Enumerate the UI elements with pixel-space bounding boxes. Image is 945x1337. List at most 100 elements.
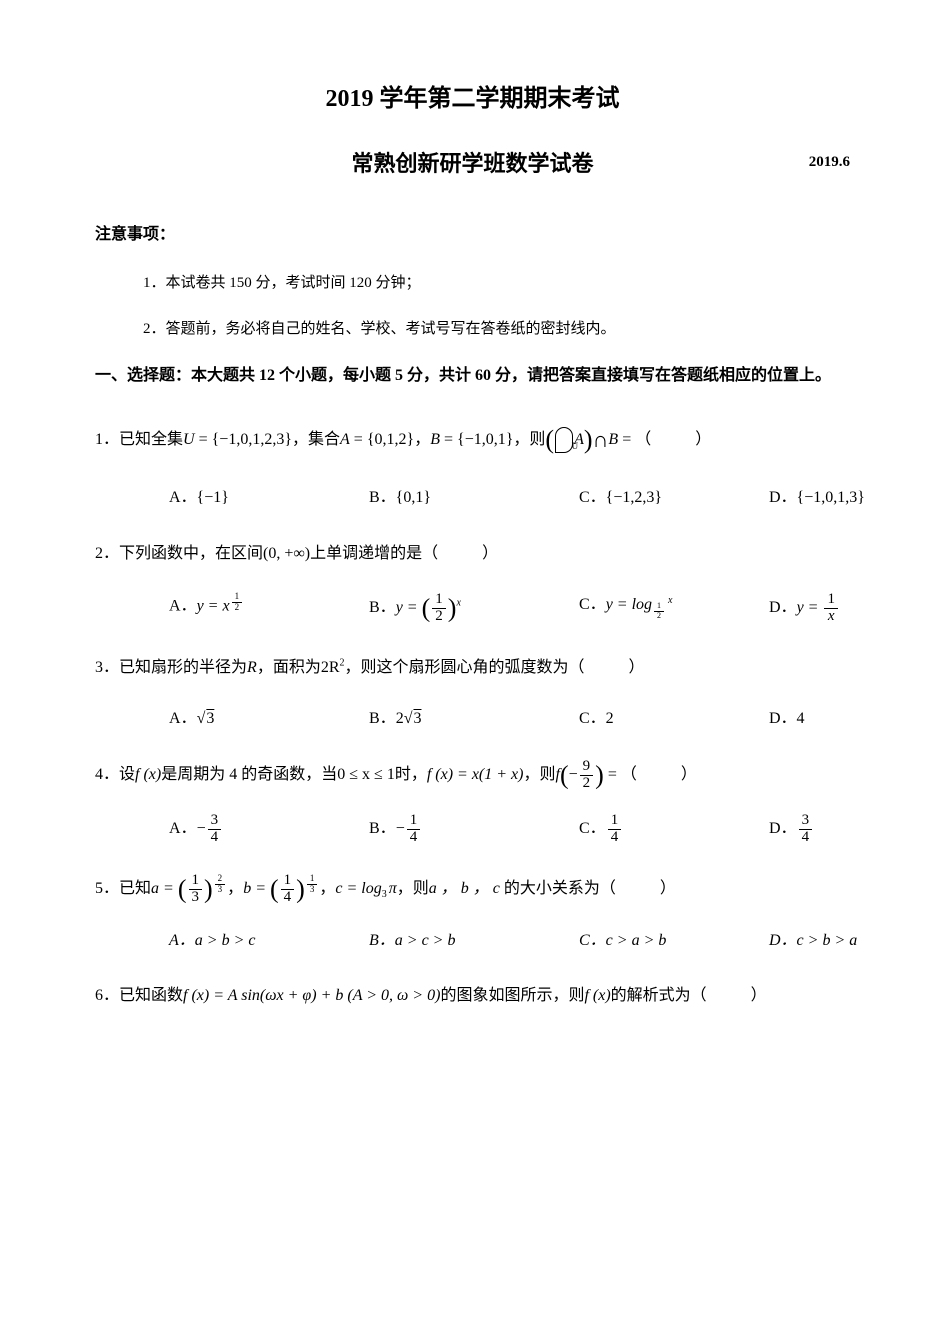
q1-c1: ， bbox=[414, 431, 430, 448]
subtitle-row: 常熟创新研学班数学试卷 2019.6 bbox=[95, 146, 850, 181]
q2b-bd: 2 bbox=[432, 609, 446, 625]
q2d-pre: D． bbox=[769, 599, 797, 616]
q4b-s: − bbox=[396, 820, 405, 837]
q2c-pre: C． bbox=[579, 596, 606, 613]
title-sub: 常熟创新研学班数学试卷 bbox=[95, 146, 850, 181]
q5b-ed: 3 bbox=[307, 885, 318, 894]
q4-an: 9 bbox=[580, 759, 594, 776]
q2d-d: x bbox=[824, 609, 838, 625]
q5-opt-b: B．a > c > b bbox=[369, 928, 579, 954]
q2-opt-a: A．y = x12 bbox=[169, 592, 369, 625]
q5-pre: 已知 bbox=[119, 880, 151, 897]
q2-opt-d: D．y = 1x bbox=[769, 592, 840, 625]
q3-num: 3． bbox=[95, 659, 119, 676]
q4-m1: 是周期为 4 的奇函数，当 bbox=[161, 766, 337, 783]
q4a-d: 4 bbox=[208, 830, 222, 846]
q1-num: 1． bbox=[95, 431, 119, 448]
q3-opt-d: D．4 bbox=[769, 706, 805, 732]
q4-opt-b: B．−14 bbox=[369, 813, 579, 846]
question-4: 4．设f (x)是周期为 4 的奇函数，当0 ≤ x ≤ 1时，f (x) = … bbox=[95, 758, 850, 846]
q5-opt-a: A．a > b > c bbox=[169, 928, 369, 954]
q2-num: 2． bbox=[95, 545, 119, 562]
section-1-header: 一、选择题：本大题共 12 个小题，每小题 5 分，共计 60 分，请把答案直接… bbox=[95, 363, 850, 389]
q3-opt-c: C．2 bbox=[579, 706, 769, 732]
q3b-coef: 2 bbox=[396, 710, 404, 727]
notes-label: 注意事项： bbox=[95, 222, 850, 248]
q4-opt-d: D．34 bbox=[769, 813, 814, 846]
question-5: 5．已知a = (13)23，b = (14)13，c = log3π，则a ，… bbox=[95, 872, 850, 953]
q5-a: a = bbox=[151, 880, 178, 897]
q5-vars: a ， b ， c bbox=[429, 880, 504, 897]
q1-opt-c: C．{−1,2,3} bbox=[579, 485, 769, 511]
q2c-bd: 2 bbox=[654, 612, 664, 620]
q5a-ed: 3 bbox=[215, 885, 226, 894]
q1-mid2: ，则 bbox=[513, 431, 545, 448]
q4-opt-c: C．14 bbox=[579, 813, 769, 846]
q3-stem: 3．已知扇形的半径为R，面积为2R2，则这个扇形圆心角的弧度数为（ ） bbox=[95, 651, 850, 685]
q1-lp: ( bbox=[545, 425, 554, 454]
q3-blank: （ ） bbox=[569, 659, 649, 676]
q3-mid: ，面积为 bbox=[257, 659, 321, 676]
intersection-icon: ∩ bbox=[593, 427, 609, 452]
q2a-exp-n: 1 bbox=[232, 592, 243, 602]
q5c-arg: π bbox=[389, 880, 397, 897]
q2a-y: y = x bbox=[197, 598, 230, 615]
q4c-pre: C． bbox=[579, 820, 606, 837]
q4d-pre: D． bbox=[769, 820, 797, 837]
q2d-y: y = bbox=[797, 599, 823, 616]
q2a-pre: A． bbox=[169, 598, 197, 615]
question-6: 6．已知函数f (x) = A sin(ωx + φ) + b (A > 0, … bbox=[95, 979, 850, 1013]
q6-stem: 6．已知函数f (x) = A sin(ωx + φ) + b (A > 0, … bbox=[95, 979, 850, 1013]
q4a-pre: A． bbox=[169, 820, 197, 837]
q6-pre: 已知函数 bbox=[119, 987, 183, 1004]
q1-opt-d: D．{−1,0,1,3} bbox=[769, 485, 865, 511]
q5b-bn: 1 bbox=[281, 873, 295, 890]
q3-pre: 已知扇形的半径为 bbox=[119, 659, 247, 676]
q6-num: 6． bbox=[95, 987, 119, 1004]
q3b-pre: B． bbox=[369, 710, 396, 727]
q2-options: A．y = x12 B．y = (12)x C．y = log12x D．y =… bbox=[169, 592, 850, 625]
complement-icon: U bbox=[555, 427, 573, 453]
q2-interval: (0, +∞) bbox=[263, 545, 310, 562]
q6-blank: （ ） bbox=[691, 987, 771, 1004]
q4-m3: ，则 bbox=[523, 766, 555, 783]
q4b-pre: B． bbox=[369, 820, 396, 837]
q6-fx2: f (x) bbox=[584, 987, 610, 1004]
q1-options: A．{−1} B．{0,1} C．{−1,2,3} D．{−1,0,1,3} bbox=[169, 485, 850, 511]
note-1: 1．本试卷共 150 分，考试时间 120 分钟； bbox=[143, 271, 850, 295]
q5-b: b = bbox=[243, 880, 270, 897]
q3b-v: 3 bbox=[412, 710, 421, 727]
q5-num: 5． bbox=[95, 880, 119, 897]
q2a-exp-d: 2 bbox=[232, 603, 243, 612]
q2-pre: 下列函数中，在区间 bbox=[119, 545, 263, 562]
q4-eq: = bbox=[604, 766, 621, 783]
q4-fx: f (x) bbox=[135, 766, 161, 783]
q1-Uset: = {−1,0,1,2,3} bbox=[195, 431, 292, 448]
date: 2019.6 bbox=[809, 150, 850, 174]
q5-c: c = log bbox=[335, 880, 381, 897]
q3-options: A．√3 B．2√3 C．2 D．4 bbox=[169, 706, 850, 732]
q5a-bn: 1 bbox=[189, 873, 203, 890]
q2-post: 上单调递增的是 bbox=[310, 545, 422, 562]
q1-U: U bbox=[183, 431, 195, 448]
q1-opt-b: B．{0,1} bbox=[369, 485, 579, 511]
q1-pre: 已知全集 bbox=[119, 431, 183, 448]
q2-opt-b: B．y = (12)x bbox=[369, 592, 579, 625]
q3a-v: 3 bbox=[205, 710, 214, 727]
q3-area: 2R bbox=[321, 659, 340, 676]
q2c-arg: x bbox=[668, 595, 672, 606]
q4b-d: 4 bbox=[407, 830, 421, 846]
q2b-bn: 1 bbox=[432, 592, 446, 609]
q2b-y: y = bbox=[396, 599, 422, 616]
q1-Bsym: B bbox=[608, 431, 618, 448]
q4-opt-a: A．−34 bbox=[169, 813, 369, 846]
q3-post: ，则这个扇形圆心角的弧度数为 bbox=[345, 659, 569, 676]
q4a-n: 3 bbox=[208, 813, 222, 830]
q4-range: 0 ≤ x ≤ 1 bbox=[337, 766, 395, 783]
q1-rp: ) bbox=[584, 425, 593, 454]
q3-opt-a: A．√3 bbox=[169, 706, 369, 732]
q4c-d: 4 bbox=[608, 830, 622, 846]
q4-blank: （ ） bbox=[621, 766, 701, 783]
q4b-n: 1 bbox=[407, 813, 421, 830]
q4-options: A．−34 B．−14 C．14 D．34 bbox=[169, 813, 850, 846]
